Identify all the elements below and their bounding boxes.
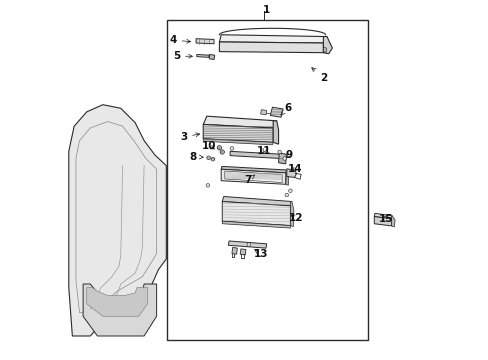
Circle shape — [211, 157, 214, 161]
Circle shape — [288, 189, 292, 193]
Polygon shape — [391, 216, 394, 227]
Circle shape — [277, 150, 281, 154]
Circle shape — [230, 147, 233, 150]
Text: 4: 4 — [169, 35, 190, 45]
Polygon shape — [209, 54, 214, 59]
Polygon shape — [69, 105, 166, 336]
Circle shape — [285, 193, 288, 197]
Text: 11: 11 — [257, 145, 271, 156]
Circle shape — [217, 145, 221, 150]
Polygon shape — [260, 110, 266, 115]
Circle shape — [206, 156, 210, 159]
Polygon shape — [221, 166, 286, 173]
Polygon shape — [290, 202, 293, 226]
Polygon shape — [231, 247, 237, 254]
Text: 10: 10 — [201, 141, 215, 151]
Polygon shape — [270, 107, 283, 117]
Polygon shape — [83, 284, 156, 336]
Polygon shape — [222, 221, 290, 228]
Polygon shape — [222, 197, 291, 206]
Polygon shape — [219, 35, 326, 43]
Text: 13: 13 — [253, 248, 267, 258]
Polygon shape — [222, 202, 290, 226]
Polygon shape — [221, 169, 285, 184]
Polygon shape — [285, 173, 288, 185]
Polygon shape — [228, 241, 266, 248]
Polygon shape — [224, 171, 282, 183]
Text: 14: 14 — [287, 164, 302, 174]
Polygon shape — [196, 39, 214, 44]
Polygon shape — [286, 169, 296, 177]
Text: 12: 12 — [289, 213, 303, 222]
Text: 5: 5 — [172, 51, 192, 61]
Polygon shape — [373, 213, 391, 219]
Polygon shape — [323, 47, 325, 52]
Polygon shape — [203, 125, 273, 142]
Text: 15: 15 — [378, 215, 393, 224]
Text: 8: 8 — [188, 152, 203, 162]
Circle shape — [220, 150, 224, 154]
Polygon shape — [196, 54, 209, 57]
Polygon shape — [230, 151, 280, 158]
Circle shape — [246, 243, 250, 246]
Text: 3: 3 — [180, 132, 199, 142]
Polygon shape — [323, 37, 332, 54]
Polygon shape — [373, 217, 391, 226]
Text: 7: 7 — [244, 175, 254, 185]
Polygon shape — [86, 288, 147, 316]
Polygon shape — [240, 249, 245, 255]
Text: 2: 2 — [311, 68, 326, 83]
Polygon shape — [278, 153, 286, 164]
Polygon shape — [203, 139, 273, 145]
Text: 6: 6 — [280, 103, 290, 115]
Polygon shape — [273, 121, 278, 144]
Text: 1: 1 — [262, 5, 269, 15]
Polygon shape — [219, 42, 323, 53]
Text: 9: 9 — [285, 150, 292, 160]
Polygon shape — [203, 116, 276, 128]
Circle shape — [282, 157, 286, 160]
Circle shape — [206, 184, 209, 187]
